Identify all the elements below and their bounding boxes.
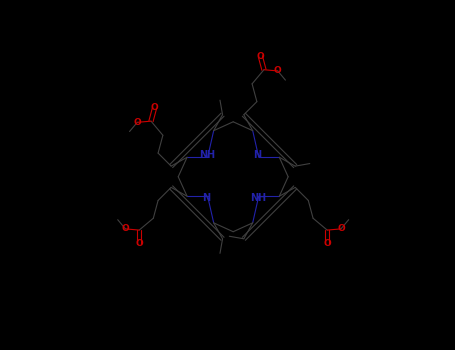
Text: N: N [253, 150, 261, 160]
Text: H: H [257, 193, 265, 203]
Text: O: O [274, 66, 282, 75]
Text: O: O [337, 224, 345, 233]
Text: O: O [135, 239, 143, 248]
Text: O: O [257, 52, 264, 61]
Text: H: H [206, 150, 214, 160]
Text: O: O [121, 224, 129, 233]
Text: O: O [133, 118, 141, 127]
Text: O: O [324, 239, 331, 248]
Text: O: O [151, 103, 158, 112]
Text: N: N [250, 193, 258, 203]
Text: N: N [202, 193, 210, 203]
Text: N: N [199, 150, 207, 160]
